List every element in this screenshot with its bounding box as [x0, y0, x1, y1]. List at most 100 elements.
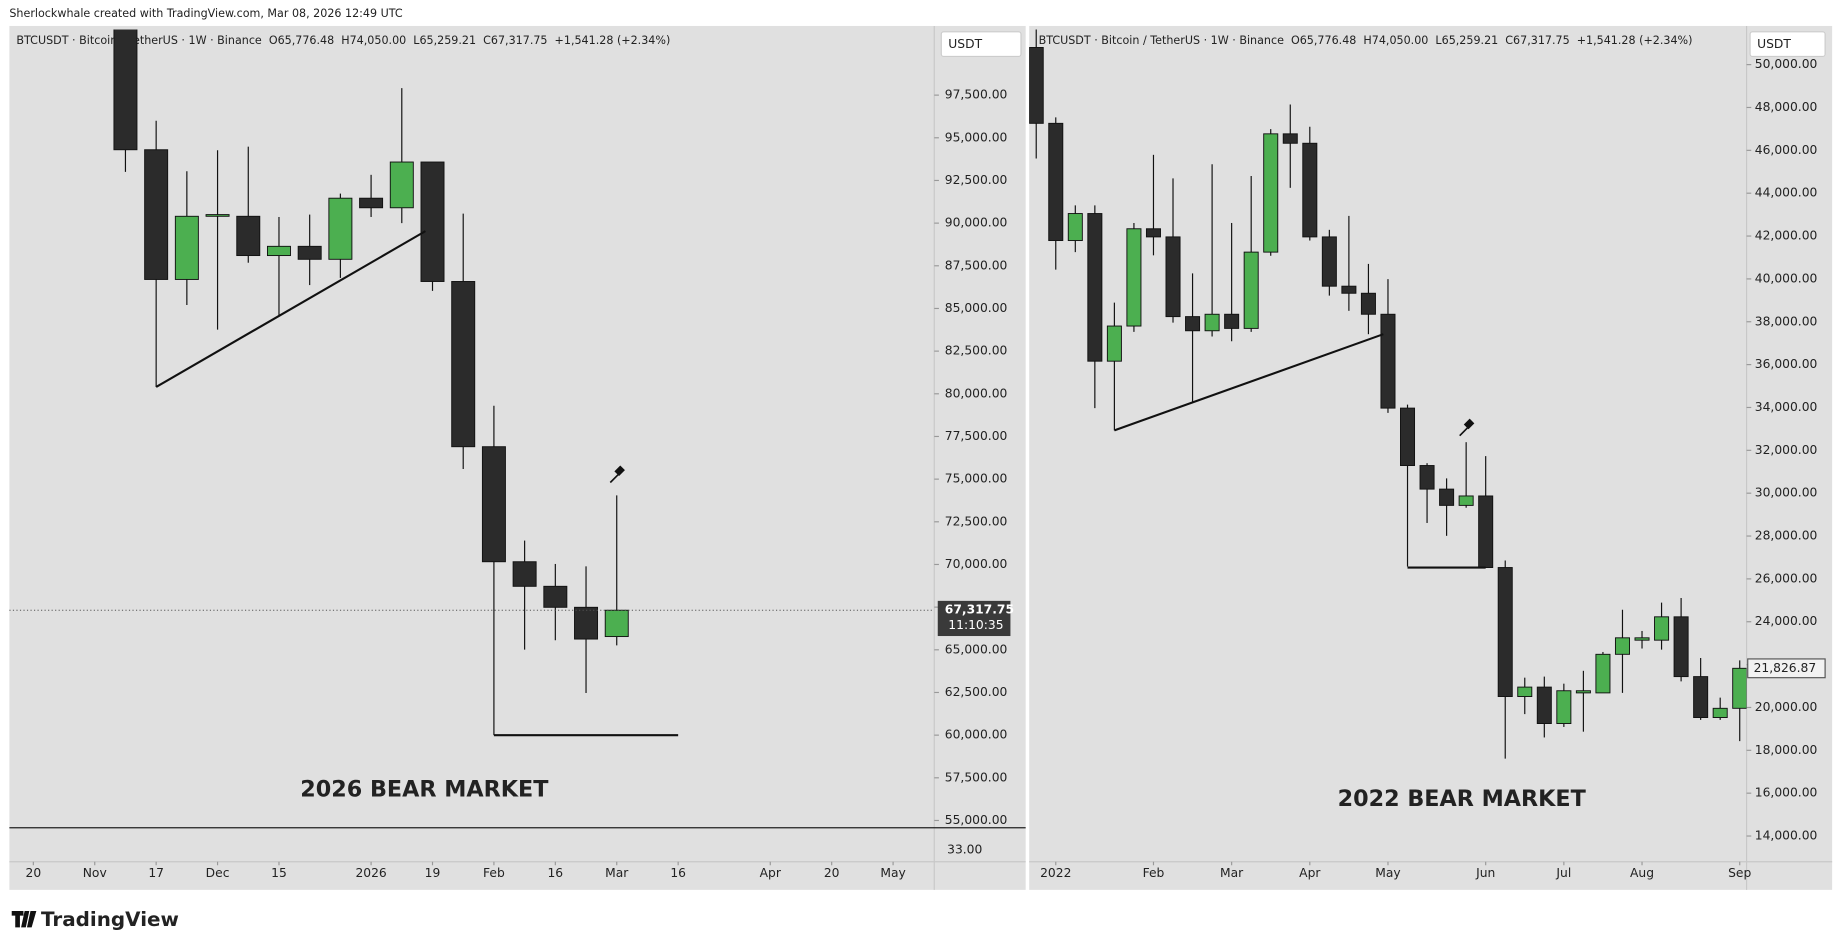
x-tick-label: Apr — [760, 866, 782, 880]
y-tick-label: 85,000.00 — [945, 301, 1008, 315]
x-tick-label: May — [880, 866, 905, 880]
ohlc-value: O65,776.48 — [269, 34, 334, 47]
y-tick-label: 97,500.00 — [945, 88, 1008, 102]
y-tick-label: 28,000.00 — [1755, 529, 1818, 543]
x-tick-label: 20 — [26, 866, 42, 880]
x-tick-label: 16 — [547, 866, 563, 880]
candle-body — [1575, 690, 1591, 694]
candle-body — [512, 561, 537, 587]
candle-body — [1536, 686, 1552, 724]
candle-body — [1243, 251, 1259, 329]
panel-right — [1029, 25, 1833, 890]
y-tick-label: 26,000.00 — [1755, 571, 1818, 585]
y-tick-label: 80,000.00 — [945, 386, 1008, 400]
candle-body — [1263, 133, 1279, 253]
lower-pane-value: 33.00 — [947, 843, 982, 857]
y-tick-label: 42,000.00 — [1755, 229, 1818, 243]
candle-body — [1145, 228, 1161, 238]
candle-body — [1185, 316, 1201, 332]
candle-body — [236, 215, 261, 257]
x-tick-label: 2022 — [1040, 866, 1071, 880]
x-tick-label: Feb — [483, 866, 505, 880]
x-tick-label: 19 — [425, 866, 441, 880]
y-tick-label: 48,000.00 — [1755, 100, 1818, 114]
y-tick-label: 90,000.00 — [945, 216, 1008, 230]
symbol: BTCUSDT · Bitcoin / TetherUS · 1W · Bina… — [1039, 34, 1285, 47]
candle-body — [297, 245, 322, 260]
x-tick-label: May — [1375, 866, 1400, 880]
candle-body — [205, 214, 230, 217]
candle-body — [144, 149, 169, 280]
y-tick-label: 55,000.00 — [945, 813, 1008, 827]
x-tick-label: 15 — [271, 866, 287, 880]
candle-body — [1400, 407, 1416, 467]
trend-line — [155, 230, 426, 388]
y-tick-label: 44,000.00 — [1755, 186, 1818, 200]
symbol-legend: BTCUSDT · Bitcoin / TetherUS · 1W · Bina… — [1039, 34, 1693, 47]
last-price-box — [1747, 658, 1826, 679]
hammer-marker — [609, 465, 625, 484]
candle-body — [1087, 213, 1103, 362]
x-tick-label: Sep — [1728, 866, 1751, 880]
y-tick-label: 87,500.00 — [945, 258, 1008, 272]
candle-body — [1673, 616, 1689, 678]
candle-body — [1165, 236, 1181, 318]
candle-body — [1634, 637, 1650, 641]
y-tick-label: 46,000.00 — [1755, 143, 1818, 157]
y-tick-label: 32,000.00 — [1755, 443, 1818, 457]
last-price-label: 21,826.87 — [1754, 661, 1817, 675]
candle-body — [1126, 228, 1142, 327]
candle-body — [1302, 142, 1318, 238]
candle-body — [1478, 495, 1494, 569]
candle-body — [1556, 690, 1572, 724]
symbol: BTCUSDT · Bitcoin / TetherUS · 1W · Bina… — [16, 34, 262, 47]
x-tick-label: Jun — [1475, 866, 1495, 880]
x-tick-label: 17 — [148, 866, 164, 880]
candle-body — [1654, 616, 1670, 641]
candle-body — [420, 161, 445, 282]
candle-body — [1419, 465, 1435, 490]
candle-body — [1439, 488, 1455, 506]
candle-body — [1048, 122, 1064, 242]
x-tick-label: Mar — [1220, 866, 1244, 880]
candle-body — [1321, 236, 1337, 287]
y-tick-label: 16,000.00 — [1755, 786, 1818, 800]
candle-body — [266, 245, 291, 257]
currency-box — [940, 31, 1022, 58]
candle-body — [604, 609, 629, 638]
y-tick-label: 65,000.00 — [945, 642, 1008, 656]
ohlc-value: +1,541.28 (+2.34%) — [1577, 34, 1693, 47]
y-tick-label: 14,000.00 — [1755, 829, 1818, 843]
ohlc-value: O65,776.48 — [1291, 34, 1356, 47]
y-tick-label: 36,000.00 — [1755, 357, 1818, 371]
x-tick-label: Jul — [1555, 866, 1571, 880]
ohlc-value: C67,317.75 — [1505, 34, 1569, 47]
annotation: 2026 BEAR MARKET — [300, 777, 549, 803]
candle-body — [359, 197, 384, 209]
y-tick-label: 75,000.00 — [945, 472, 1008, 486]
candle-body — [481, 446, 506, 563]
countdown: 11:10:35 — [948, 618, 1003, 632]
brand-logo: TradingView — [11, 908, 179, 931]
x-tick-label: Nov — [83, 866, 107, 880]
candle-body — [1204, 313, 1220, 332]
candle-body — [1614, 637, 1630, 655]
candles — [1029, 29, 1747, 759]
currency-box — [1749, 31, 1826, 58]
y-tick-label: 92,500.00 — [945, 173, 1008, 187]
x-tick-label: Feb — [1143, 866, 1165, 880]
symbol-legend: BTCUSDT · Bitcoin / TetherUS · 1W · Bina… — [16, 34, 670, 47]
y-tick-label: 57,500.00 — [945, 770, 1008, 784]
x-tick-label: 16 — [670, 866, 686, 880]
candle-body — [451, 281, 476, 448]
hammer-marker — [1459, 418, 1475, 437]
ohlc-value: H74,050.00 — [341, 34, 406, 47]
candle-body — [1517, 686, 1533, 697]
candle-body — [1029, 47, 1044, 124]
trend-line — [1114, 333, 1384, 432]
ohlc-value: L65,259.21 — [413, 34, 476, 47]
candle-body — [1458, 495, 1474, 506]
last-price-box — [937, 600, 1011, 637]
candle-body — [574, 606, 599, 640]
